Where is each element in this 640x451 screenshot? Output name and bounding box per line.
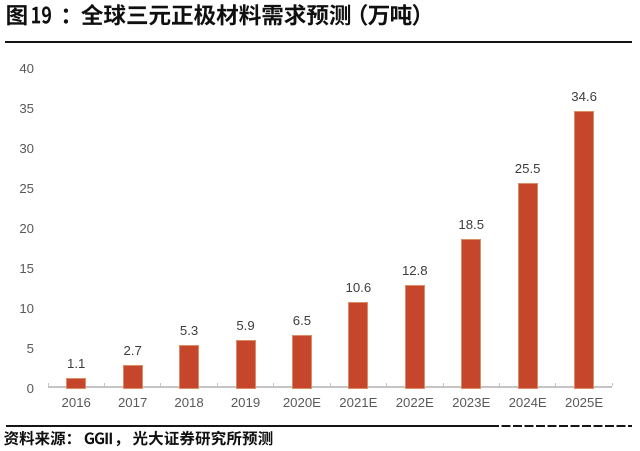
x-axis-tick [216, 383, 218, 387]
bar-value-label: 5.9 [236, 317, 255, 333]
y-axis-tick-label: 20 [19, 221, 34, 237]
bar-value-label: 10.6 [345, 280, 372, 296]
y-axis-tick-label: 10 [19, 300, 34, 316]
bar-2016 [66, 378, 87, 389]
bar-value-label: 12.8 [401, 262, 428, 278]
source-note-glyph-path [4, 430, 273, 447]
x-axis-tick [273, 383, 275, 387]
figure-title-glyph-path [7, 4, 420, 26]
x-axis-tick [611, 383, 613, 387]
x-axis-category-label: 2022E [395, 394, 434, 410]
x-axis-tick [160, 383, 162, 387]
bar-2025E [574, 110, 595, 389]
figure-title-glyphs [7, 4, 420, 26]
bar-2024E [517, 183, 538, 389]
x-axis-tick [498, 383, 500, 387]
bar-2023E [461, 239, 482, 389]
x-axis-tick [555, 383, 557, 387]
bar-2019 [235, 339, 256, 389]
x-axis-tick [386, 383, 388, 387]
x-axis-category-label: 2019 [230, 394, 261, 410]
y-axis-tick-label: 15 [19, 260, 34, 276]
y-axis-tick-label: 25 [19, 181, 34, 197]
x-axis-category-label: 2023E [452, 394, 491, 410]
bar-2022E [404, 284, 425, 389]
bar-2017 [122, 365, 143, 389]
bar-value-label: 6.5 [292, 313, 312, 329]
y-axis-tick-label: 35 [19, 101, 34, 117]
source-note-glyphs [4, 430, 273, 447]
x-axis-tick [103, 383, 105, 387]
y-axis-tick-label: 30 [19, 141, 34, 157]
footer-divider-line-dashed [490, 425, 632, 428]
x-axis-tick [442, 383, 444, 387]
bar-value-label: 2.7 [123, 343, 142, 359]
bar-value-label: 25.5 [514, 161, 541, 177]
footer-divider-line [6, 425, 490, 428]
x-axis-category-label: 2020E [282, 394, 321, 410]
bar-2018 [179, 344, 200, 389]
y-axis-tick-label: 0 [26, 380, 34, 396]
x-axis-category-label: 2021E [339, 394, 378, 410]
x-axis-tick [329, 383, 331, 387]
bar-value-label: 1.1 [67, 356, 86, 372]
bar-2021E [348, 302, 369, 389]
y-axis-tick-label: 5 [26, 340, 34, 356]
y-axis-tick-label: 40 [19, 61, 34, 77]
x-axis-category-label: 2024E [508, 394, 547, 410]
x-axis-tick [47, 383, 49, 387]
x-axis-line [48, 386, 613, 388]
bar-2020E [291, 335, 312, 389]
x-axis-category-label: 2017 [117, 394, 148, 410]
bar-value-label: 18.5 [458, 217, 485, 233]
x-axis-category-label: 2025E [565, 394, 604, 410]
x-axis-category-label: 2016 [61, 394, 91, 410]
title-divider-line [5, 41, 632, 44]
bar-value-label: 34.6 [571, 88, 597, 104]
bar-value-label: 5.3 [179, 322, 199, 338]
x-axis-category-label: 2018 [174, 394, 204, 410]
